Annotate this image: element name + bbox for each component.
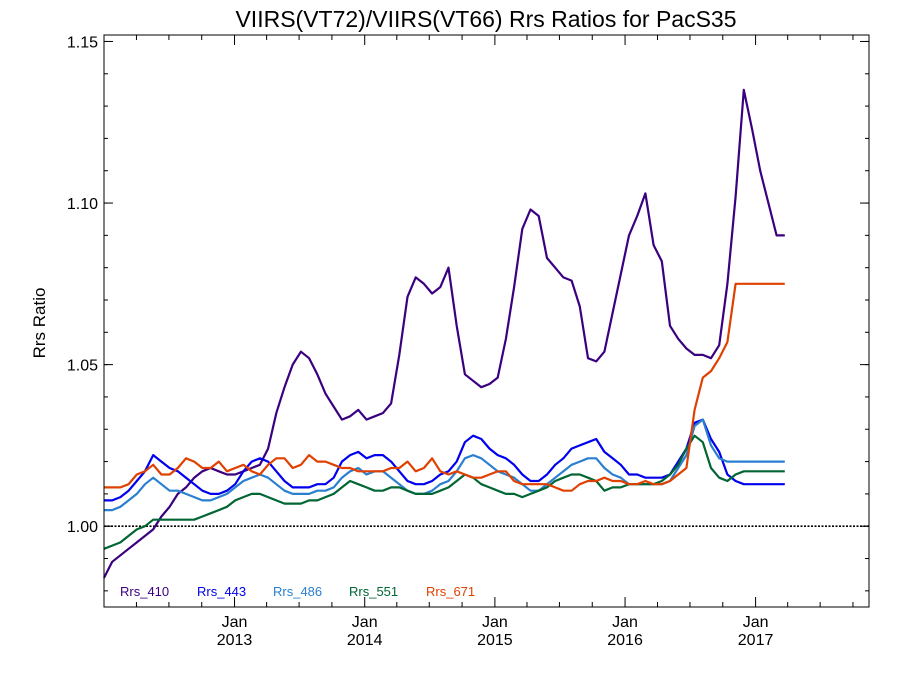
x-tick-year-label: 2016 (607, 632, 643, 649)
legend-item-rrs-410: Rrs_410 (120, 584, 169, 599)
x-tick-year-label: 2015 (477, 632, 513, 649)
legend-item-rrs-551: Rrs_551 (349, 584, 398, 599)
y-tick-label: 1.15 (67, 34, 98, 51)
x-tick-month-label: Jan (482, 614, 508, 631)
x-tick-month-label: Jan (612, 614, 638, 631)
chart-title: VIIRS(VT72)/VIIRS(VT66) Rrs Ratios for P… (235, 6, 736, 32)
series-layer (103, 88, 785, 579)
y-tick-label: 1.00 (67, 519, 98, 536)
legend: Rrs_410 Rrs_443 Rrs_486 Rrs_551 Rrs_671 (120, 584, 475, 599)
x-tick-month-label: Jan (352, 614, 378, 631)
x-tick-year-label: 2014 (347, 632, 383, 649)
y-axis-label: Rrs Ratio (30, 288, 49, 359)
x-tick-month-label: Jan (743, 614, 769, 631)
legend-item-rrs-486: Rrs_486 (273, 584, 322, 599)
legend-item-rrs-671: Rrs_671 (426, 584, 475, 599)
legend-item-rrs-443: Rrs_443 (197, 584, 246, 599)
tick-layer: 1.001.051.101.15Jan2013Jan2014Jan2015Jan… (67, 34, 869, 649)
series-line-rrs-551 (103, 434, 785, 550)
x-tick-year-label: 2017 (738, 632, 774, 649)
plot-frame (103, 34, 870, 608)
y-tick-label: 1.05 (67, 358, 98, 375)
x-tick-month-label: Jan (222, 614, 248, 631)
series-line-rrs-410 (103, 88, 785, 579)
series-line-rrs-671 (104, 282, 785, 492)
series-line-rrs-486 (104, 418, 785, 512)
x-tick-year-label: 2013 (217, 632, 253, 649)
y-tick-label: 1.10 (67, 196, 98, 213)
